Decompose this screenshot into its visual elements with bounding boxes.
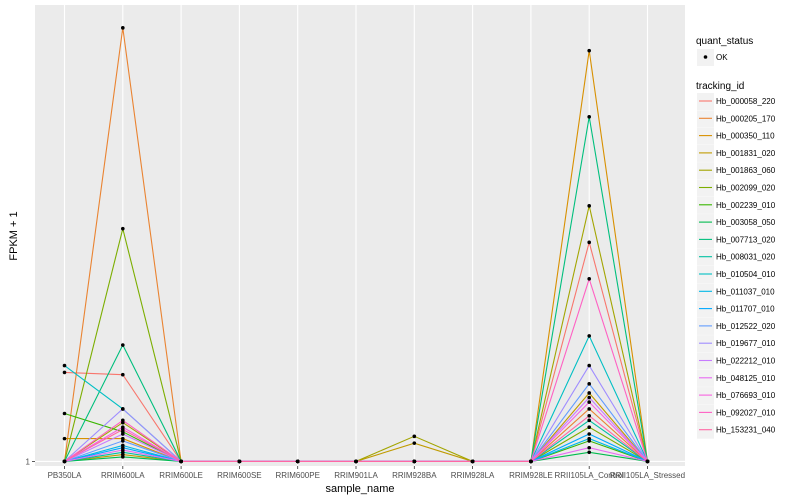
data-point-Hb_001831_020 xyxy=(587,391,591,395)
data-point-Hb_000058_220 xyxy=(62,370,67,375)
legend-item-label: Hb_153231_040 xyxy=(716,426,776,435)
x-tick-label: RRIM600LA xyxy=(101,471,145,480)
legend-item-label: Hb_007713_020 xyxy=(716,235,776,244)
data-point-Hb_001863_060 xyxy=(587,204,591,208)
data-point-Hb_153231_040 xyxy=(295,459,300,464)
data-point-Hb_048125_010 xyxy=(121,448,125,452)
data-point-Hb_153231_040 xyxy=(412,459,417,464)
legend-item-label: Hb_000058_220 xyxy=(716,97,776,106)
legend-item-label: Hb_002239_010 xyxy=(716,201,776,210)
data-point-Hb_153231_040 xyxy=(237,459,242,464)
x-tick-label: RRIM600LE xyxy=(159,471,203,480)
legend-item-label: Hb_092027_010 xyxy=(716,408,776,417)
y-axis-title: FPKM + 1 xyxy=(8,211,20,260)
data-point-Hb_000205_170 xyxy=(121,26,125,30)
x-tick-label: RRIM901LA xyxy=(334,471,378,480)
data-point-Hb_011707_010 xyxy=(587,432,591,436)
data-point-Hb_007713_020 xyxy=(121,343,125,347)
x-tick-label: RRIM928LE xyxy=(509,471,553,480)
legend-item-label: Hb_000350_110 xyxy=(716,132,775,141)
legend-item-label: Hb_010504_010 xyxy=(716,270,776,279)
data-points xyxy=(62,26,650,464)
data-point-Hb_000205_170 xyxy=(587,407,591,411)
x-tick-label: RRIM600SE xyxy=(217,471,261,480)
legend-item-label: Hb_048125_010 xyxy=(716,374,776,383)
legend-item-label: Hb_012522_020 xyxy=(716,322,776,331)
x-tick-label: RRIM600PE xyxy=(275,471,319,480)
gridlines xyxy=(35,5,685,466)
data-point-Hb_000350_110 xyxy=(587,48,591,53)
legend-item-label: Hb_001831_020 xyxy=(716,149,776,158)
data-point-Hb_153231_040 xyxy=(121,427,125,432)
data-point-Hb_048125_010 xyxy=(587,445,591,450)
data-point-Hb_153231_040 xyxy=(587,413,591,418)
data-point-Hb_153231_040 xyxy=(470,459,475,464)
data-point-Hb_022212_010 xyxy=(587,395,591,400)
legend-tracking-id: tracking_id Hb_000058_220 Hb_000205_170 Hb… xyxy=(696,81,776,439)
data-point-Hb_153231_040 xyxy=(62,459,67,464)
data-point-Hb_000058_220 xyxy=(121,372,125,377)
data-point-Hb_000058_220 xyxy=(587,240,591,245)
data-point-Hb_003058_050 xyxy=(121,455,125,459)
legend-point-key xyxy=(703,55,708,59)
data-point-Hb_076693_010 xyxy=(587,400,591,404)
data-point-Hb_012522_020 xyxy=(121,439,125,443)
data-point-Hb_001863_060 xyxy=(412,434,417,439)
legend-quant-status-title: quant_status xyxy=(696,36,753,47)
legend-tracking-id-title: tracking_id xyxy=(696,81,744,92)
data-point-Hb_153231_040 xyxy=(179,459,183,464)
data-point-Hb_002099_020 xyxy=(121,226,125,231)
legend-item-label: OK xyxy=(716,53,728,62)
x-tick-label: RRIM928LA xyxy=(451,471,495,480)
data-point-Hb_002099_020 xyxy=(587,425,591,430)
x-tick-label: PB350LA xyxy=(48,471,82,480)
x-tick-label: RRIM928BA xyxy=(392,471,437,480)
data-point-Hb_008031_020 xyxy=(587,418,591,423)
legend-item-label: Hb_003058_050 xyxy=(716,218,776,227)
legend-item-label: Hb_011037_010 xyxy=(716,287,775,296)
data-point-Hb_012522_020 xyxy=(587,382,591,386)
axes: PB350LA RRIM600LA RRIM600LE RRIM600SE RRIM60… xyxy=(26,457,686,480)
data-point-Hb_019677_010 xyxy=(121,407,125,411)
data-point-Hb_153231_040 xyxy=(529,459,533,464)
data-point-Hb_153231_040 xyxy=(354,459,358,464)
legend-item-label: Hb_002099_020 xyxy=(716,184,776,193)
data-point-Hb_000350_110 xyxy=(62,436,67,441)
legend-item-label: Hb_000205_170 xyxy=(716,114,776,123)
data-point-Hb_003058_050 xyxy=(587,450,591,455)
data-point-Hb_001831_020 xyxy=(412,441,417,445)
data-point-Hb_002239_010 xyxy=(62,411,67,416)
data-point-Hb_092027_010 xyxy=(121,418,125,423)
x-tick-label: RRII105LA_Control xyxy=(555,471,625,480)
legend-item-label: Hb_076693_010 xyxy=(716,391,776,400)
data-point-Hb_007713_020 xyxy=(587,115,591,119)
data-point-Hb_092027_010 xyxy=(587,277,591,281)
data-point-Hb_019677_010 xyxy=(587,363,591,368)
data-point-Hb_010504_010 xyxy=(587,334,591,338)
x-axis-title: sample_name xyxy=(325,483,394,495)
data-point-Hb_010504_010 xyxy=(62,363,67,368)
y-tick-label: 1 xyxy=(26,457,31,466)
data-point-Hb_011037_010 xyxy=(587,436,591,441)
data-point-Hb_153231_040 xyxy=(645,459,650,464)
data-point-Hb_022212_010 xyxy=(121,432,125,436)
legend-item-label: Hb_008031_020 xyxy=(716,253,776,262)
x-tick-label: RRII105LA_Stressed xyxy=(610,471,685,480)
legend-item-label: Hb_001863_060 xyxy=(716,166,776,175)
plot-panel xyxy=(35,5,685,466)
legend-quant-status: quant_status OK xyxy=(696,36,753,66)
legend-item-label: Hb_011707_010 xyxy=(716,305,775,314)
legend-item-label: Hb_019677_010 xyxy=(716,339,776,348)
legend-item-label: Hb_022212_010 xyxy=(716,357,776,366)
